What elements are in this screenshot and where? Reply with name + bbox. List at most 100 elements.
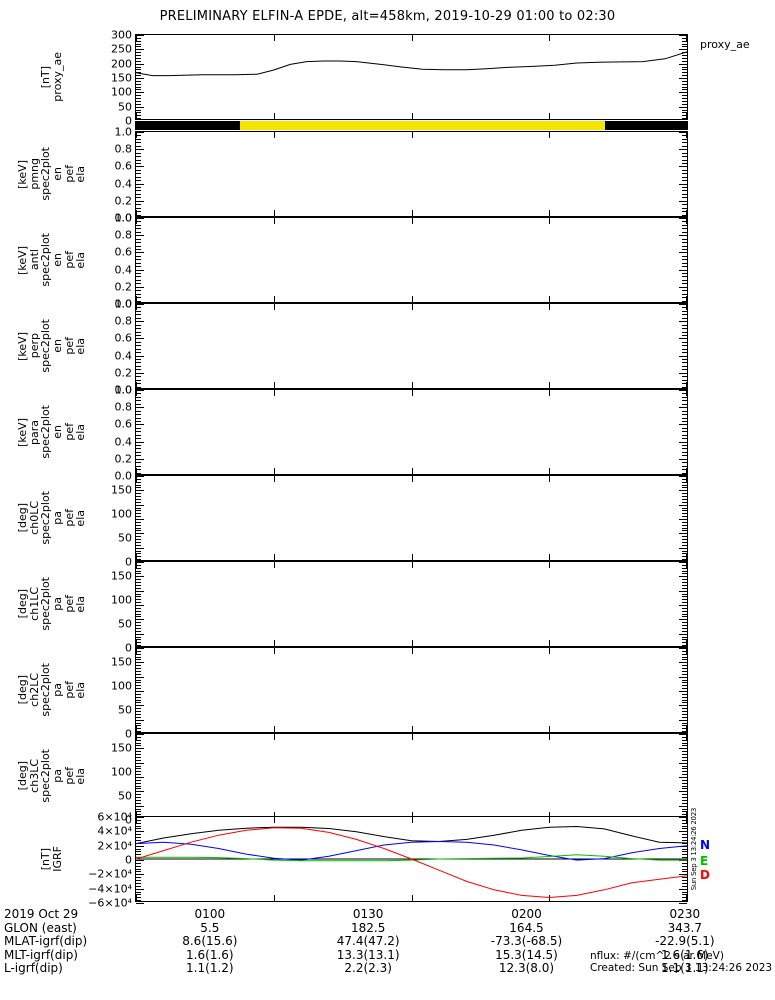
y-minor-tick [136,455,141,456]
plot-panel-en-para[interactable]: 1.0 0.8 0.6 0.4 0.2 0.0 [115,385,688,482]
y-minor-tick [682,743,687,744]
y-minor-tick [136,139,141,140]
day-night-segment [135,121,241,130]
y-minor-tick [136,545,141,546]
y-axis-label-proxy-ae: proxy_ae [nT] [13,34,91,120]
x-major-tick [412,35,413,41]
y-minor-tick [136,757,141,758]
y-minor-tick [136,637,141,638]
xaxis-row: 2019 Oct 29 0100 0130 0200 0230 [4,907,764,922]
y-minor-tick [682,843,687,844]
y-minor-tick [136,599,141,600]
y-axis-label-line: pa [51,769,64,783]
y-minor-tick [682,611,687,612]
x-major-tick [412,648,413,654]
y-minor-tick [136,766,141,767]
y-minor-tick [682,142,687,143]
y-minor-tick [682,510,687,511]
igrf-legend-d: D [700,868,710,882]
x-major-tick [549,648,550,654]
plot-panel-en-antl[interactable]: 1.0 0.8 0.6 0.4 0.2 0.0 [115,213,688,310]
y-minor-tick [136,142,141,143]
y-minor-tick [136,177,141,178]
y-major-tick [136,459,144,460]
x-major-tick [549,640,550,646]
y-minor-tick [682,104,687,105]
y-minor-tick [136,41,141,42]
y-axis-label-line: spec2plot [39,491,53,545]
y-minor-tick [682,55,687,56]
y-minor-tick [682,700,687,701]
y-minor-tick [136,688,141,689]
y-minor-tick [136,280,141,281]
series-layer [136,825,687,899]
y-minor-tick [682,266,687,267]
xaxis-row-label: 2019 Oct 29 [4,907,79,921]
plot-panel-igrf[interactable]: 6×10⁴ 4×10⁴ 2×10⁴ 0 −2×10⁴ −4×10⁴ −6×10⁴ [88,812,688,909]
x-major-tick [274,817,275,823]
y-major-tick [136,533,144,534]
y-minor-tick [136,259,141,260]
xaxis-row: GLON (east) 5.5 182.5 164.5 343.7 [4,921,764,936]
y-minor-tick [682,768,687,769]
y-minor-tick [682,857,687,858]
y-major-tick [136,78,144,79]
y-major-tick [136,903,144,904]
plot-panel-proxy-ae[interactable]: 300 250 200 150 100 50 0 [111,30,688,127]
x-major-tick [274,562,275,568]
y-major-tick [136,132,144,133]
y-minor-tick [682,431,687,432]
xaxis-value: 13.3(13.1) [336,947,400,962]
y-major-tick [136,576,144,577]
y-minor-tick [682,173,687,174]
plot-panel-pa-ch0lc[interactable]: 150 100 50 0 [111,475,688,568]
y-minor-tick [136,871,141,872]
y-major-tick [679,533,687,534]
y-major-tick [679,201,687,202]
y-minor-tick [136,473,141,474]
y-minor-tick [136,58,141,59]
y-minor-tick [136,651,141,652]
plot-panel-pa-ch2lc[interactable]: 150 100 50 0 [111,647,688,740]
y-minor-tick [682,645,687,646]
y-minor-tick [136,754,141,755]
y-minor-tick [136,160,141,161]
y-minor-tick [136,502,141,503]
y-tick-label: 4×10⁴ [97,824,132,838]
plot-panel-pa-ch1lc[interactable]: 150 100 50 0 [111,561,688,654]
y-minor-tick [136,725,141,726]
y-minor-tick [682,421,687,422]
y-minor-tick [136,359,141,360]
plot-panel-en-perp[interactable]: 1.0 0.8 0.6 0.4 0.2 0.0 [115,299,688,396]
y-minor-tick [682,352,687,353]
y-minor-tick [682,849,687,850]
x-major-tick [549,817,550,823]
y-minor-tick [682,307,687,308]
y-axis-label-line: para [27,419,41,445]
x-major-tick [274,382,275,388]
x-major-tick [274,812,275,818]
x-major-tick [136,734,137,740]
y-major-tick [136,817,144,818]
y-minor-tick [682,246,687,247]
y-minor-tick [682,809,687,810]
plot-panel-pa-ch3lc[interactable]: 150 100 50 0 [111,733,688,826]
xaxis-value: 8.6(15.6) [182,934,238,949]
y-minor-tick [136,101,141,102]
xaxis-value: 0230 [669,907,701,921]
y-minor-tick [136,487,141,488]
x-major-tick [274,734,275,740]
y-minor-tick [682,780,687,781]
y-minor-tick [682,297,687,298]
y-minor-tick [136,173,141,174]
day-night-bar [135,121,688,130]
y-minor-tick [682,625,687,626]
y-minor-tick [136,400,141,401]
y-minor-tick [682,854,687,855]
plot-panel-en-pmng[interactable]: 1.0 0.8 0.6 0.4 0.2 0.0 [115,127,688,224]
y-minor-tick [136,411,141,412]
y-major-tick [679,874,687,875]
y-minor-tick [682,314,687,315]
y-minor-tick [136,668,141,669]
y-minor-tick [136,239,141,240]
